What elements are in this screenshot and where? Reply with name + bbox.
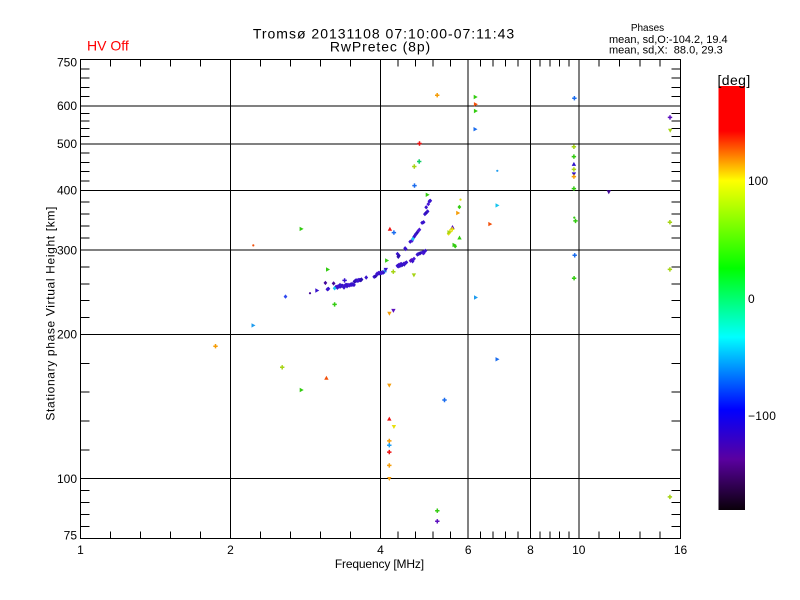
svg-text:0: 0 <box>748 292 755 306</box>
svg-text:2: 2 <box>227 543 234 557</box>
svg-text:mean, sd,O:-104.2, 19.4: mean, sd,O:-104.2, 19.4 <box>609 34 728 46</box>
svg-text:−100: −100 <box>748 409 776 423</box>
svg-text:750: 750 <box>57 56 77 70</box>
svg-text:400: 400 <box>57 184 77 198</box>
svg-text:Frequency [MHz]: Frequency [MHz] <box>335 557 424 571</box>
svg-text:300: 300 <box>57 243 77 257</box>
svg-text:200: 200 <box>57 328 77 342</box>
svg-text:16: 16 <box>674 543 688 557</box>
svg-text:mean, sd,X: 88.0, 29.3: mean, sd,X: 88.0, 29.3 <box>609 45 723 57</box>
svg-text:6: 6 <box>465 543 472 557</box>
svg-text:10: 10 <box>572 543 586 557</box>
svg-text:8: 8 <box>527 543 534 557</box>
svg-text:HV Off: HV Off <box>87 38 129 54</box>
svg-text:100: 100 <box>748 174 768 188</box>
svg-text:75: 75 <box>64 529 78 543</box>
svg-text:Stationary phase Virtual Heigh: Stationary phase Virtual Height [km] <box>44 206 58 421</box>
svg-text:600: 600 <box>57 99 77 113</box>
svg-text:500: 500 <box>57 137 77 151</box>
svg-text:4: 4 <box>377 543 384 557</box>
svg-text:[deg]: [deg] <box>718 72 751 88</box>
svg-text:100: 100 <box>57 472 77 486</box>
svg-text:Phases: Phases <box>631 23 664 34</box>
svg-text:RwPretec (8p): RwPretec (8p) <box>330 39 431 55</box>
svg-text:Tromsø 20131108 07:10:00-07:11: Tromsø 20131108 07:10:00-07:11:43 <box>253 26 515 42</box>
svg-text:1: 1 <box>77 543 84 557</box>
